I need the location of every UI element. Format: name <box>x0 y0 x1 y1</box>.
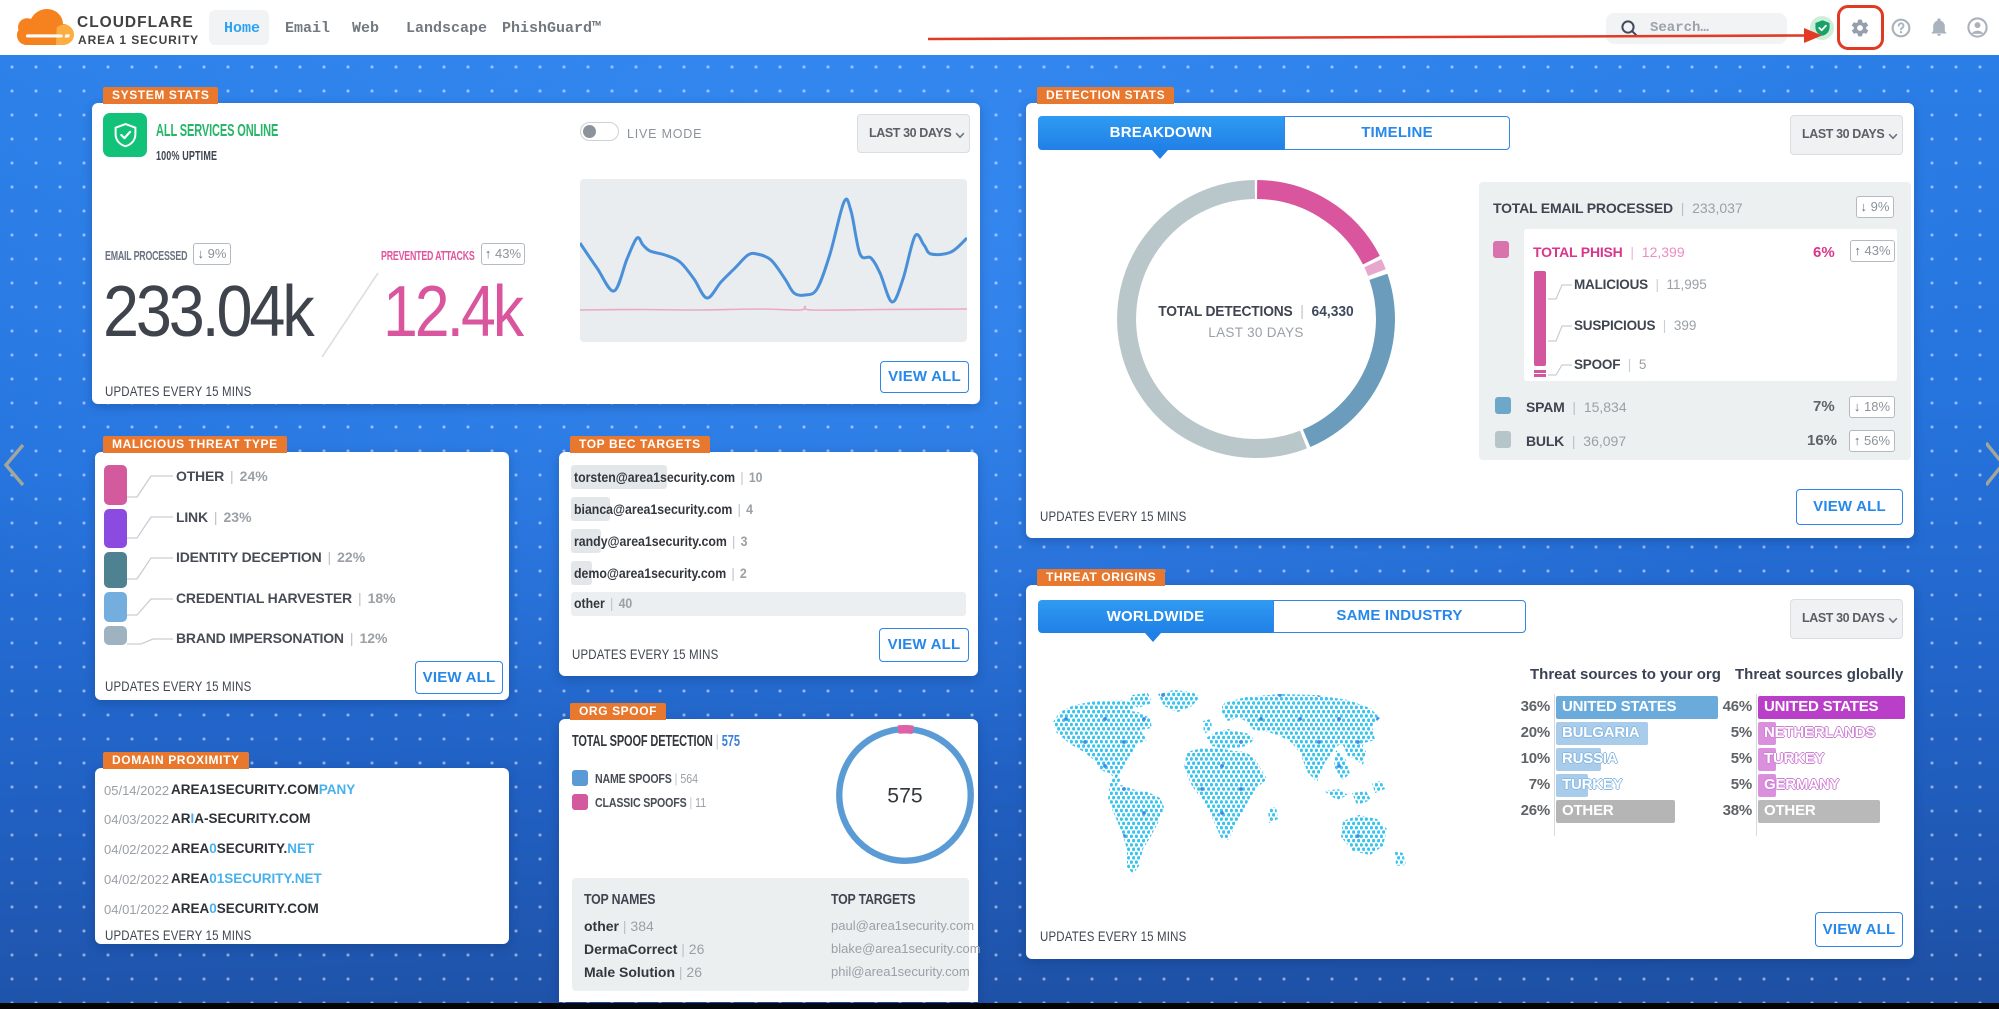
svg-text:575: 575 <box>887 784 922 807</box>
